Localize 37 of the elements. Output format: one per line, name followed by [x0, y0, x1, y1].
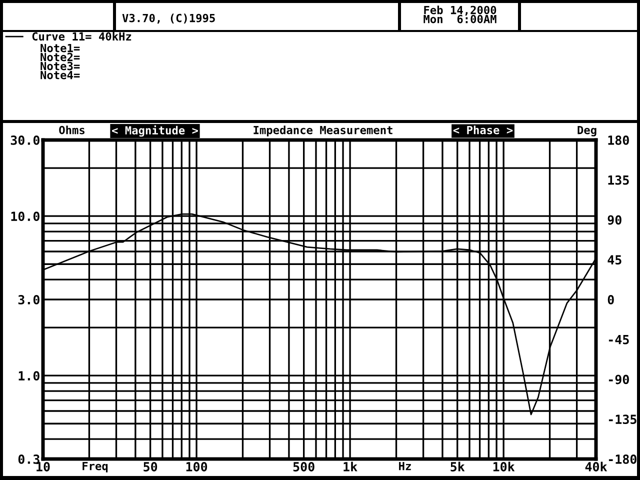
y2-tick-label: 45: [608, 255, 622, 265]
x-tick-label: 40k: [585, 462, 608, 472]
y2-tick-label: -90: [608, 374, 629, 384]
x-tick-label: 50: [144, 462, 158, 472]
y2-axis-title: Deg: [578, 126, 596, 136]
y2-tick-label: 180: [608, 135, 629, 145]
x-tick-label: 5k: [450, 462, 465, 472]
chart-title: Impedance Measurement: [254, 126, 392, 136]
y2-tick-label: 0: [608, 294, 614, 304]
x-tick-label: 500: [293, 462, 314, 472]
text: Mon 6:00AM: [424, 14, 496, 24]
legend-label: Curve 11= 40kHz: [32, 32, 132, 41]
y2-tick-label: -135: [608, 414, 636, 424]
y-tick-label: 10.0: [11, 212, 40, 222]
y-tick-label: 3.0: [18, 294, 40, 304]
y2-tick-label: -180: [608, 454, 636, 464]
x-tick-label: 1k: [344, 462, 358, 472]
x-tick-label: 100: [186, 462, 208, 472]
y2-tick-label: -45: [608, 335, 629, 344]
text: V3.70, (C)1995: [122, 14, 215, 24]
text: Note2=: [40, 52, 80, 62]
y-tick-label: 30.0: [10, 135, 40, 145]
y2-tick-label: 135: [608, 175, 629, 185]
text: < Phase >: [453, 126, 513, 134]
y-tick-label: 1.0: [18, 371, 40, 381]
text: < Magnitude >: [112, 125, 198, 137]
text: Note3=: [40, 62, 80, 70]
text: Note1=: [40, 44, 80, 52]
y-axis-title: Ohms: [59, 126, 84, 134]
text: Hz: [399, 462, 411, 470]
x-axis-title: Freq: [82, 462, 108, 472]
y2-tick-label: 90: [608, 215, 622, 225]
y-tick-label: 0.3: [18, 454, 40, 464]
text: Note4=: [40, 70, 80, 80]
text: Feb 14,2000: [424, 6, 496, 16]
x-tick-label: 10: [36, 462, 50, 472]
x-tick-label: 10k: [493, 462, 515, 472]
